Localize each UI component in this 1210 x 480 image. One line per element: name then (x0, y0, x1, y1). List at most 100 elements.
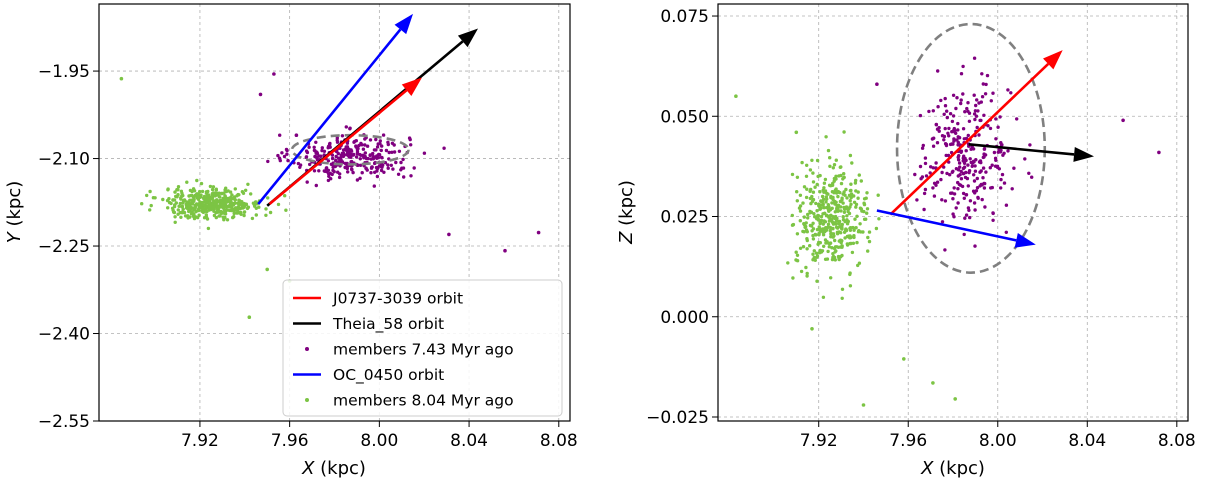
member-point (922, 207, 926, 212)
member-point (973, 117, 977, 122)
member-point (314, 183, 318, 188)
member-point (983, 92, 988, 96)
member-point (956, 168, 961, 172)
member-point (842, 210, 847, 214)
member-point (829, 276, 833, 280)
member-point (327, 174, 331, 178)
member-point (951, 212, 955, 216)
member-point (166, 206, 170, 210)
member-point (966, 184, 970, 188)
member-point (950, 119, 955, 124)
member-point (991, 218, 995, 222)
member-point (359, 141, 363, 146)
xz-y-tick-label: 0.050 (660, 107, 709, 127)
member-point (943, 104, 948, 108)
member-point (148, 189, 152, 194)
member-point (801, 229, 805, 234)
member-point (943, 96, 947, 101)
member-point (786, 261, 790, 265)
member-point (848, 228, 853, 232)
member-point (834, 222, 838, 226)
xz-x-tick-label: 8.08 (1158, 431, 1196, 451)
member-point (364, 156, 369, 161)
member-point (358, 157, 362, 161)
member-point (841, 192, 845, 196)
member-point (972, 56, 977, 60)
member-point (380, 144, 384, 148)
member-outlier-point (953, 397, 957, 401)
member-point (205, 209, 209, 214)
member-point (954, 206, 958, 210)
member-point (972, 173, 976, 177)
member-point (374, 148, 378, 152)
legend-label: members 8.04 Myr ago (333, 392, 514, 410)
legend: J0737-3039 orbit Theia_58 orbit members 7.… (282, 279, 563, 417)
member-point (230, 193, 234, 197)
member-point (345, 166, 349, 171)
member-point (173, 220, 177, 224)
member-point (278, 133, 282, 137)
member-point (956, 135, 960, 139)
member-point (945, 109, 949, 113)
member-point (809, 201, 813, 206)
member-point (360, 171, 364, 175)
member-point (849, 241, 853, 246)
member-point (231, 215, 235, 220)
member-outlier-point (1121, 118, 1125, 123)
member-point (802, 185, 807, 189)
member-point (795, 259, 800, 263)
member-point (817, 204, 822, 209)
member-point (355, 163, 360, 167)
member-point (956, 158, 961, 162)
legend-item: J0737-3039 orbit (293, 290, 463, 308)
member-outlier-point (247, 315, 252, 320)
member-point (818, 173, 822, 178)
member-point (856, 230, 861, 234)
member-point (967, 111, 972, 115)
member-point (805, 163, 809, 167)
member-point (372, 184, 376, 188)
member-point (190, 206, 195, 210)
member-point (228, 201, 232, 205)
legend-dot-swatch (305, 347, 309, 351)
member-point (1030, 175, 1034, 179)
member-point (805, 247, 809, 251)
member-point (1002, 181, 1007, 185)
member-point (854, 202, 859, 207)
legend-box (282, 279, 563, 417)
member-point (831, 232, 836, 236)
member-point (981, 176, 985, 180)
member-point (363, 151, 367, 155)
member-point (337, 175, 342, 180)
member-point (822, 190, 826, 194)
member-point (199, 195, 203, 199)
member-point (819, 250, 824, 254)
member-point (971, 159, 976, 163)
xy-panel: 7.92 7.96 8.00 8.04 8.08 −1.95 −2.10 −2.25 −2.40… (4, 3, 578, 479)
member-point (185, 200, 189, 204)
member-point (328, 145, 332, 149)
member-point (942, 165, 946, 169)
member-point (344, 147, 349, 151)
member-point (923, 156, 928, 160)
member-point (980, 197, 984, 202)
member-point (229, 205, 233, 209)
member-point (222, 191, 226, 195)
member-point (854, 178, 858, 183)
member-point (982, 147, 987, 151)
member-point (379, 148, 383, 153)
member-point (188, 215, 192, 219)
member-point (352, 140, 356, 144)
member-point (862, 201, 866, 205)
member-point (241, 203, 246, 207)
member-point (329, 177, 333, 181)
member-point (824, 191, 829, 195)
member-point (808, 196, 812, 201)
member-point (852, 235, 856, 240)
member-point (386, 166, 390, 170)
member-point (923, 161, 928, 166)
member-point (802, 215, 806, 219)
member-point (286, 158, 290, 163)
member-point (810, 158, 814, 162)
member-point (818, 221, 822, 226)
